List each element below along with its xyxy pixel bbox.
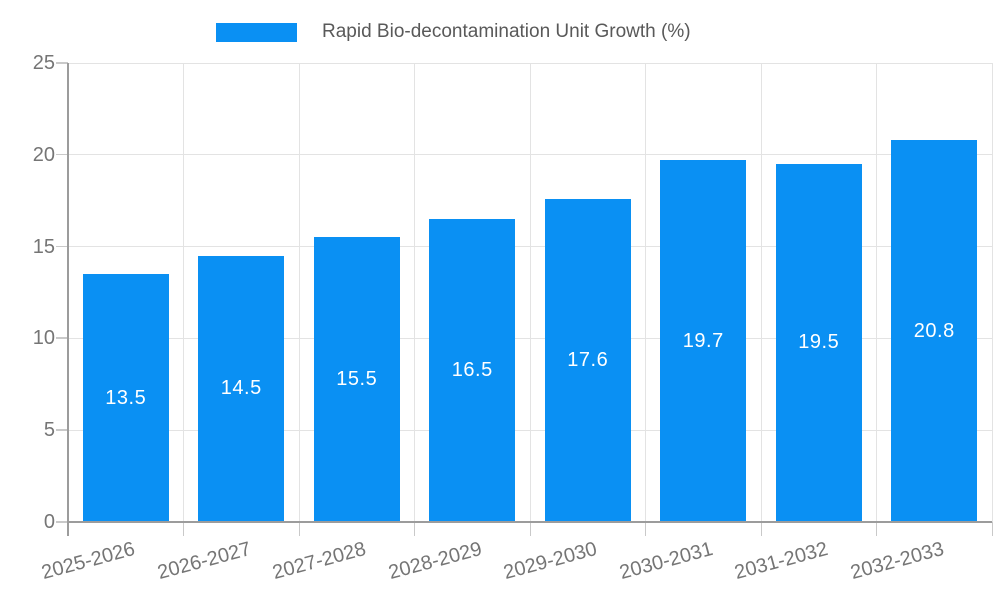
gridline-vertical <box>298 63 300 522</box>
bar: 17.6 <box>544 198 631 522</box>
bar-value-label: 16.5 <box>451 359 493 382</box>
bar: 16.5 <box>429 219 516 522</box>
y-axis-tick-label: 25 <box>32 52 55 74</box>
x-axis-category-label: 2028-2029 <box>385 538 484 585</box>
bar-value-label: 20.8 <box>913 319 955 342</box>
bar: 14.5 <box>198 255 285 522</box>
y-axis-tick <box>56 521 68 523</box>
y-axis-line <box>66 63 69 536</box>
gridline-vertical <box>991 63 993 522</box>
bar-value-label: 19.5 <box>798 331 840 354</box>
x-axis-category-label: 2025-2026 <box>39 538 138 585</box>
x-axis-tick <box>298 522 300 536</box>
bar-value-label: 13.5 <box>105 386 147 409</box>
y-axis-tick-label: 20 <box>32 143 55 166</box>
gridline-vertical <box>414 63 415 522</box>
x-axis-tick <box>529 522 531 536</box>
x-axis-tick <box>876 522 877 536</box>
x-axis-tick <box>183 522 184 536</box>
y-axis-tick <box>56 245 68 248</box>
x-axis-category-label: 2030-2031 <box>616 538 715 585</box>
x-axis-tick <box>414 522 415 536</box>
x-axis-category-label: 2027-2028 <box>270 538 369 585</box>
x-axis-category-label: 2029-2030 <box>501 538 600 585</box>
x-axis-line <box>68 521 992 523</box>
y-axis-tick <box>56 62 68 64</box>
x-axis-category-label: 2032-2033 <box>847 538 946 585</box>
legend[interactable]: Rapid Bio-decontamination Unit Growth (%… <box>216 21 691 43</box>
y-axis-tick <box>56 337 68 339</box>
bar: 19.7 <box>660 160 747 522</box>
bar-value-label: 14.5 <box>220 377 262 400</box>
gridline-vertical <box>529 63 531 522</box>
legend-swatch <box>216 22 297 42</box>
bar: 13.5 <box>82 274 169 522</box>
y-axis-tick-label: 10 <box>32 327 55 350</box>
y-axis-tick-label: 15 <box>32 235 55 258</box>
y-axis-tick-label: 5 <box>43 419 55 442</box>
bar: 15.5 <box>313 237 400 522</box>
x-axis-tick <box>760 522 762 536</box>
gridline-vertical <box>760 63 762 522</box>
x-axis-category-label: 2031-2032 <box>732 538 831 585</box>
gridline-vertical <box>645 63 646 522</box>
y-axis-tick <box>56 153 68 156</box>
gridline-vertical <box>183 63 184 522</box>
legend-label: Rapid Bio-decontamination Unit Growth (%… <box>322 21 691 42</box>
gridline-vertical <box>876 63 877 522</box>
bar-value-label: 15.5 <box>336 368 378 391</box>
bar-value-label: 17.6 <box>567 348 609 371</box>
bar: 20.8 <box>891 140 978 522</box>
bar-value-label: 19.7 <box>682 329 724 352</box>
x-axis-tick <box>645 522 646 536</box>
x-axis-tick <box>991 522 993 536</box>
y-axis-tick <box>56 429 68 431</box>
bar: 19.5 <box>775 163 862 522</box>
y-axis-tick-label: 0 <box>43 511 55 533</box>
x-axis-category-label: 2026-2027 <box>154 538 253 585</box>
